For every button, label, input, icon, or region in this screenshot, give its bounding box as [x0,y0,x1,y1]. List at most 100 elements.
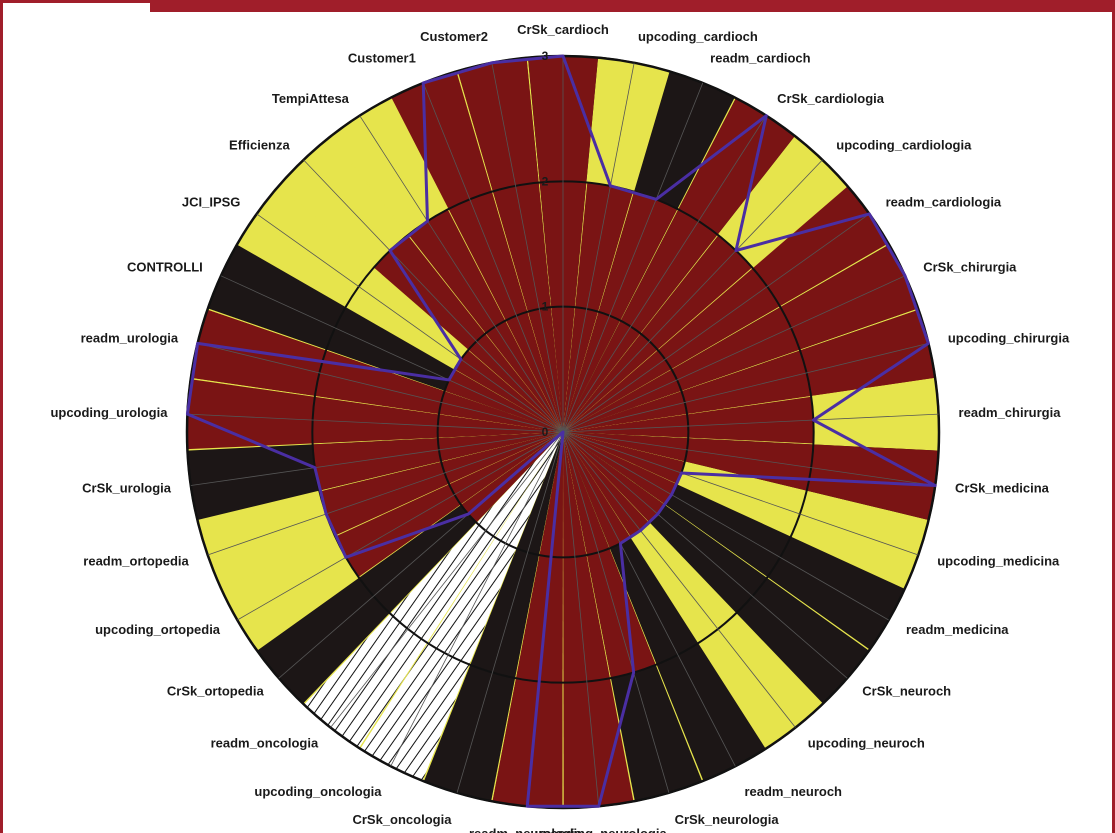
spoke-crsk-cardiologia [562,115,767,433]
spoke-jci-ipsg [256,213,564,433]
value-wedge-customer2 [457,57,563,432]
category-label-efficienza: Efficienza [229,137,290,152]
category-label-controlli: CONTROLLI [127,259,203,274]
top-accent-line [0,0,150,3]
tick-label-3: 3 [542,49,549,63]
wedge-upcoding-oncologia [360,432,563,781]
category-label-readm-urologia: readm_urologia [81,331,179,346]
spoke-readm-ortopedia [207,431,564,556]
chart-value-outline [185,54,937,808]
chart-wedges [186,55,940,809]
category-label-upcoding-urologia: upcoding_urologia [50,405,168,420]
spoke-upcoding-neurologia [562,431,600,807]
spoke-readm-neuroch [562,431,736,767]
value-wedge-jci-ipsg [454,350,563,432]
category-label-crsk-urologia: CrSk_urologia [82,480,172,495]
value-wedge-crsk-chirurgia [563,244,919,432]
category-label-crsk-cardiologia: CrSk_cardiologia [777,91,885,106]
category-label-crsk-oncologia: CrSk_oncologia [352,812,452,827]
spoke-tempiattesa [359,115,564,433]
spoke-crsk-urologia [190,431,564,486]
spoke-upcoding-oncologia [390,431,564,767]
tick-label-0: 0 [542,425,549,439]
value-wedge-upcoding-medicina [563,432,685,484]
value-wedge-crsk-cardiologia [563,98,795,432]
value-wedge-controlli [444,369,563,432]
category-label-readm-ortopedia: readm_ortopedia [83,554,189,569]
category-label-customer2: Customer2 [420,29,488,44]
spoke-crsk-medicina [562,431,936,486]
value-wedge-upcoding-neuroch [563,432,650,538]
category-label-upcoding-oncologia: upcoding_oncologia [254,784,382,799]
spoke-upcoding-medicina [562,431,919,556]
spoke-upcoding-neuroch [562,431,796,728]
value-wedge-upcoding-chirurgia [563,309,936,432]
category-label-upcoding-chirurgia: upcoding_chirurgia [948,331,1070,346]
value-wedge-readm-cardiologia [563,186,889,432]
category-label-upcoding-ortopedia: upcoding_ortopedia [95,622,221,637]
chart-tick-labels: 0 1 2 3 [542,49,549,439]
wedge-readm-oncologia [304,432,563,748]
chart-category-labels: CrSk_cardioch upcoding_cardioch readm_card… [50,22,1070,833]
value-wedge-upcoding-neurologia [563,432,634,808]
category-label-crsk-neuroch: CrSk_neuroch [862,683,951,698]
value-wedge-upcoding-cardioch [563,182,634,432]
spoke-upcoding-chirurgia [562,342,929,433]
category-label-readm-oncologia: readm_oncologia [211,735,319,750]
spoke-upcoding-cardioch [562,62,635,433]
category-label-crsk-neurologia: CrSk_neurologia [675,812,780,827]
category-label-crsk-ortopedia: CrSk_ortopedia [167,683,265,698]
value-wedge-crsk-urologia [312,432,563,491]
spoke-crsk-chirurgia [562,275,906,433]
value-wedge-readm-neuroch [563,432,631,549]
category-label-customer1: Customer1 [348,50,416,65]
value-outline-line [185,54,937,808]
value-wedge-customer1 [391,71,563,433]
spoke-crsk-oncologia [456,431,564,793]
category-label-jci-ipsg: JCI_IPSG [182,194,241,209]
category-label-upcoding-neurologia: upcoding_neurologia [535,826,668,833]
category-label-readm-cardioch: readm_cardioch [710,50,810,65]
category-label-upcoding-cardiologia: upcoding_cardiologia [836,137,972,152]
category-label-upcoding-medicina: upcoding_medicina [937,554,1060,569]
spoke-customer2 [491,62,564,433]
tick-label-1: 1 [542,300,549,314]
category-label-crsk-chirurgia: CrSk_chirurgia [923,259,1017,274]
value-wedge-readm-medicina [563,432,677,505]
spoke-readm-cardiologia [562,213,870,433]
category-label-readm-cardiologia: readm_cardiologia [886,194,1002,209]
spoke-crsk-neurologia [562,431,670,793]
spoke-readm-oncologia [330,431,564,728]
spoke-upcoding-cardiologia [562,159,823,433]
value-wedge-readm-cardioch [563,191,678,432]
spoke-crsk-neuroch [562,431,848,679]
value-wedge-upcoding-urologia [187,379,563,450]
value-wedge-readm-ortopedia [319,432,563,536]
top-accent-bar [150,0,1115,12]
spoke-customer1 [422,82,564,433]
tick-label-2: 2 [542,174,549,188]
chart-grid [185,54,941,810]
value-wedge-crsk-neuroch [563,432,665,523]
spoke-readm-cardioch [562,82,704,433]
spoke-controlli [220,275,564,433]
category-label-readm-neurologia: readm_neurologia [469,826,582,833]
category-label-tempiattesa: TempiAttesa [272,91,350,106]
wedge-crsk-oncologia [423,432,563,802]
category-label-readm-neuroch: readm_neuroch [744,784,842,799]
spoke-efficienza [303,159,564,433]
spoke-readm-chirurgia [562,413,939,433]
spoke-readm-urologia [197,342,564,433]
category-label-crsk-cardioch: CrSk_cardioch [517,22,609,37]
spoke-upcoding-urologia [187,413,564,433]
category-label-readm-chirurgia: readm_chirurgia [959,405,1062,420]
category-label-readm-medicina: readm_medicina [906,622,1009,637]
category-label-upcoding-neuroch: upcoding_neuroch [808,735,925,750]
value-wedge-crsk-neurologia [563,432,656,679]
value-wedge-tempiattesa [408,209,563,432]
category-label-crsk-medicina: CrSk_medicina [955,480,1050,495]
spoke-readm-medicina [562,431,889,621]
category-label-upcoding-cardioch: upcoding_cardioch [638,29,758,44]
